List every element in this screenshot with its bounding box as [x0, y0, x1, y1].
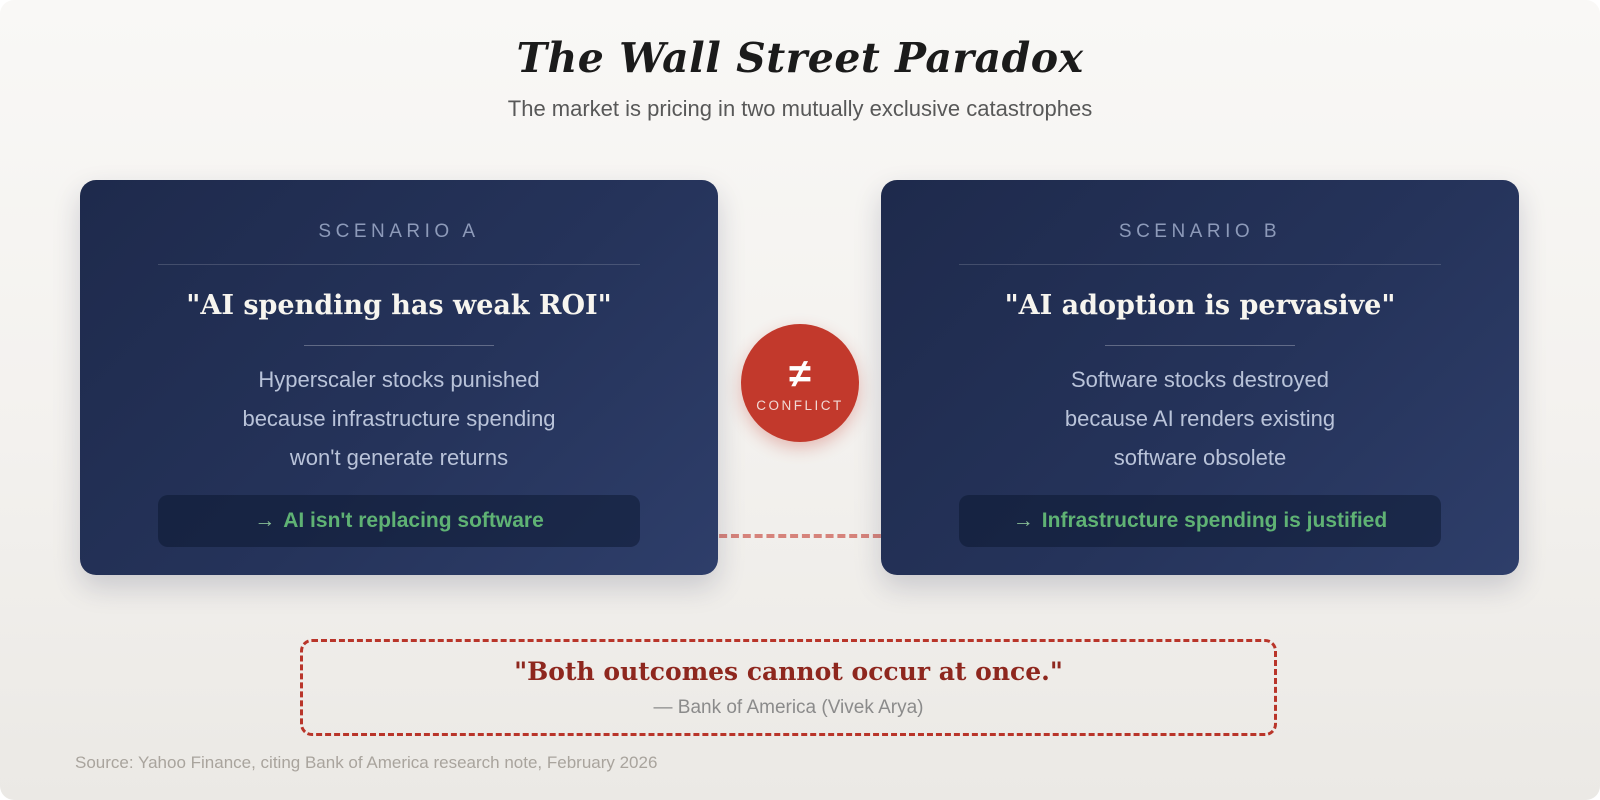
conflict-connector-dashed-line: [660, 534, 940, 538]
scenario-a-takeaway-text: AI isn't replacing software: [283, 509, 544, 532]
quote-callout-box: "Both outcomes cannot occur at once." — …: [300, 639, 1277, 736]
scenario-b-top-divider: [959, 264, 1441, 265]
arrow-right-icon: →: [254, 509, 276, 532]
source-note: Source: Yahoo Finance, citing Bank of Am…: [75, 753, 658, 772]
page-subtitle: The market is pricing in two mutually ex…: [507, 96, 1093, 121]
scenario-b-card: SCENARIO B "AI adoption is pervasive" So…: [881, 180, 1519, 575]
quote-text: "Both outcomes cannot occur at once.": [514, 656, 1063, 686]
description-line: because AI renders existing: [1064, 406, 1336, 431]
page-title: The Wall Street Paradox: [516, 34, 1084, 82]
conflict-badge: ≠ CONFLICT: [741, 324, 859, 442]
scenario-a-top-divider: [158, 264, 640, 265]
scenario-b-headline: "AI adoption is pervasive": [1004, 290, 1396, 321]
scenario-a-short-divider: [304, 345, 494, 346]
scenario-a-takeaway-pill: → AI isn't replacing software: [158, 495, 640, 547]
scenario-a-description: Hyperscaler stocks punished because infr…: [242, 360, 555, 477]
scenario-b-takeaway-text: Infrastructure spending is justified: [1041, 509, 1388, 532]
description-line: Hyperscaler stocks punished: [258, 367, 540, 392]
scenario-b-short-divider: [1105, 345, 1295, 346]
scenario-a-label: SCENARIO A: [318, 221, 480, 242]
not-equal-icon: ≠: [789, 352, 811, 396]
scenario-b-description: Software stocks destroyed because AI ren…: [1065, 360, 1335, 477]
description-line: Software stocks destroyed: [1070, 367, 1329, 392]
quote-attribution: — Bank of America (Vivek Arya): [653, 696, 924, 718]
scenario-a-headline: "AI spending has weak ROI": [186, 290, 612, 321]
description-line: because infrastructure spending: [242, 406, 556, 431]
conflict-label: CONFLICT: [756, 398, 844, 413]
scenario-b-takeaway-pill: → Infrastructure spending is justified: [959, 495, 1441, 547]
description-line: won't generate returns: [289, 445, 509, 470]
description-line: software obsolete: [1113, 445, 1287, 470]
scenario-a-card: SCENARIO A "AI spending has weak ROI" Hy…: [80, 180, 718, 575]
arrow-right-icon: →: [1012, 509, 1034, 532]
scenario-b-label: SCENARIO B: [1118, 221, 1282, 242]
